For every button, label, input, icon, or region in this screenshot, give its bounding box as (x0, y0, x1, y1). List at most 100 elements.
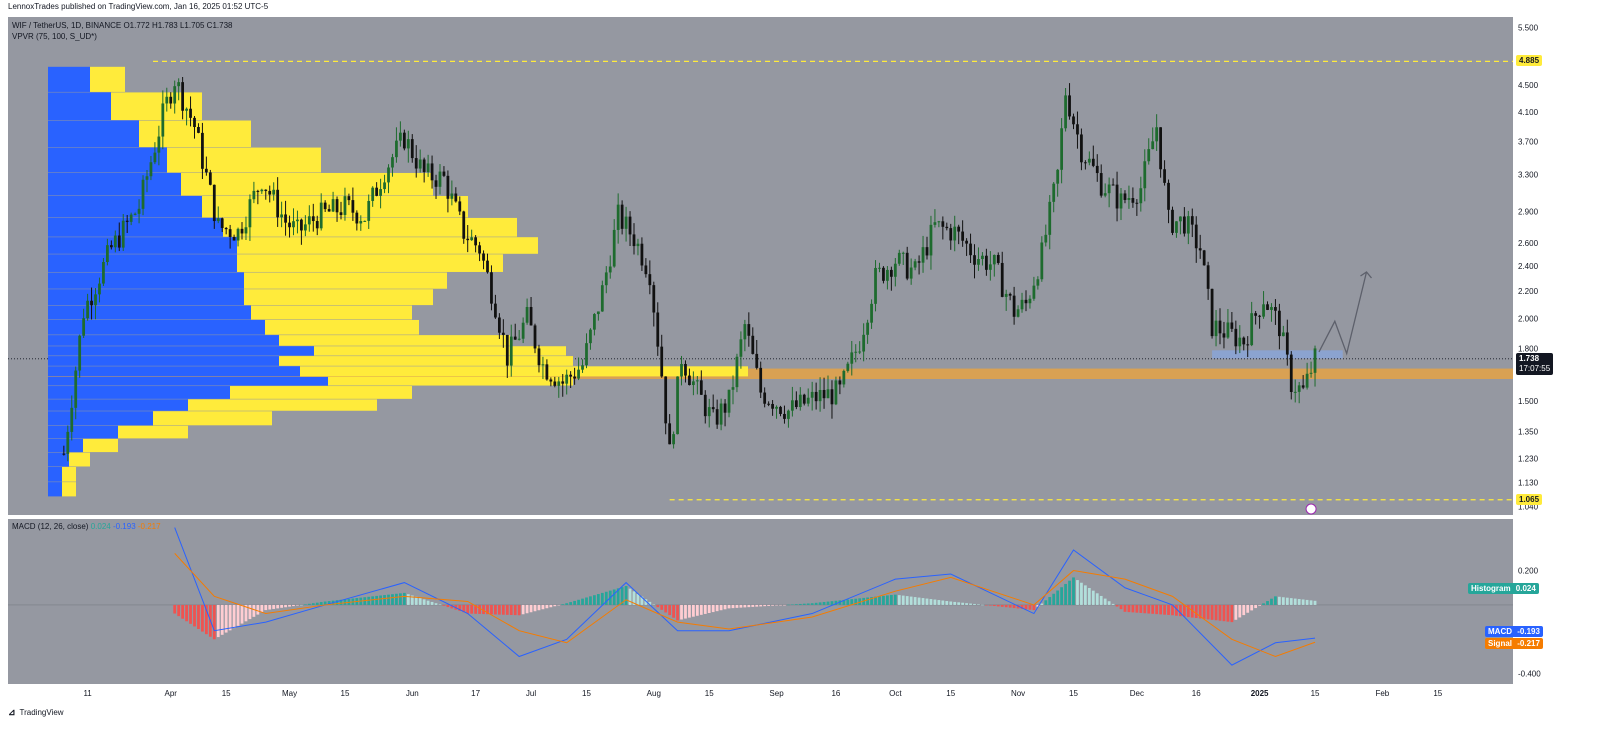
vp-row-up (48, 335, 279, 346)
histogram-bar (569, 602, 573, 605)
candle-body (193, 117, 196, 128)
candle (787, 409, 790, 428)
candle-body (818, 389, 822, 402)
candle-body (1202, 250, 1206, 266)
candle (561, 374, 565, 397)
candle (169, 92, 173, 109)
vp-row-up (48, 425, 118, 439)
histogram-bar (434, 603, 438, 605)
candle (814, 382, 818, 410)
candle-body (391, 157, 394, 168)
histogram-bar (921, 598, 925, 605)
histogram-bar (1123, 604, 1127, 612)
candle-body (371, 187, 375, 201)
vp-row-down (62, 466, 76, 482)
vp-row-up (48, 376, 328, 386)
vp-row-down (244, 272, 447, 289)
histogram-bar (1214, 604, 1218, 621)
candle (458, 196, 462, 216)
candle (1214, 309, 1218, 347)
price-tick-label: 1.800 (1518, 345, 1539, 354)
candle (1301, 375, 1305, 390)
time-axis-svg: 11 Apr 15 May 15 Jun 17 Jul 15 Aug 15 Sep 16 Oct 15 Nov… (83, 689, 1442, 698)
price-tick-label: 5.500 (1518, 23, 1539, 32)
macd-chart[interactable] (8, 519, 1513, 684)
histogram-bar (509, 604, 513, 615)
panel-divider[interactable] (8, 515, 1513, 519)
candle-body (545, 364, 549, 380)
price-chart[interactable] (8, 17, 1513, 515)
vpvr-legend: VPVR (75, 100, S_UD*) (12, 32, 97, 41)
candle (699, 370, 703, 396)
time-tick-label: Feb (1375, 689, 1389, 698)
time-tick-label: Jul (526, 689, 536, 698)
histogram-bar (905, 596, 909, 605)
histogram-bar (1139, 604, 1143, 613)
macd-panel[interactable]: MACD (12, 26, close) 0.024 -0.193 -0.217 (8, 519, 1513, 684)
histogram-bar (1036, 604, 1040, 607)
candle (165, 87, 169, 112)
histogram-bar (1293, 598, 1297, 605)
candle-body (1206, 265, 1210, 289)
candle (537, 344, 541, 373)
candle (996, 252, 1000, 265)
vp-row-up (48, 92, 111, 121)
vp-row-down (244, 289, 433, 306)
time-tick-label: 15 (705, 689, 714, 698)
candle (228, 224, 232, 249)
candle (1305, 362, 1309, 390)
histogram-bar (315, 602, 319, 605)
histogram-bar (292, 604, 295, 607)
macd-axis[interactable]: 0.200 -0.400 (1513, 519, 1553, 684)
histogram-bar (517, 604, 521, 616)
histogram-bar (648, 601, 652, 605)
time-axis[interactable]: 11 Apr 15 May 15 Jun 17 Jul 15 Aug 15 Sep 16 Oct 15 Nov… (8, 684, 1553, 702)
candle (1139, 176, 1143, 212)
candle (656, 302, 660, 356)
candle (236, 227, 240, 247)
candle (462, 210, 466, 244)
histogram-bar (640, 596, 644, 605)
candle (1099, 164, 1103, 198)
histogram-bar (965, 603, 968, 605)
candle-body (878, 267, 881, 269)
histogram-bar (189, 604, 192, 624)
histogram-bar (1072, 577, 1075, 605)
candle-body (573, 376, 576, 379)
candle-body (739, 339, 743, 357)
time-tick-label: Jun (406, 689, 419, 698)
candle-body (1004, 293, 1008, 297)
candle (961, 220, 965, 247)
histogram-bar (557, 604, 561, 606)
candle-body (1008, 293, 1012, 296)
candle-body (406, 139, 410, 149)
candle (866, 319, 869, 344)
candle-body (620, 204, 624, 229)
vp-row-up (48, 356, 279, 366)
candle-body (284, 214, 287, 223)
time-tick-label: Apr (165, 689, 178, 698)
candle-body (1230, 322, 1234, 329)
histogram-bar (977, 604, 980, 605)
histogram-bar (1032, 604, 1036, 611)
macd-axis-svg: 0.200 -0.400 (1518, 567, 1541, 679)
histogram-bar (1008, 604, 1012, 608)
histogram-bar (490, 604, 493, 615)
histogram-bar (212, 604, 216, 640)
price-tick-label: 1.230 (1518, 454, 1539, 463)
candle (181, 76, 185, 120)
price-axis[interactable]: 5.500 4.500 4.100 3.700 3.300 2.900 2.600 2.400… (1513, 17, 1554, 515)
histogram-bar (311, 603, 315, 605)
candle (1274, 299, 1277, 325)
histogram-bar (300, 604, 303, 606)
price-chart-panel[interactable]: WIF / TetherUS, 1D, BINANCE O1.772 H1.78… (8, 17, 1513, 515)
histogram-bar (252, 604, 256, 617)
candle (969, 233, 972, 263)
histogram-bar (1186, 604, 1190, 618)
candle-body (1119, 193, 1123, 209)
candle-body (743, 324, 747, 340)
candle (1289, 351, 1293, 400)
candle (703, 390, 707, 424)
candle (624, 206, 628, 242)
histogram-bar (620, 587, 624, 605)
